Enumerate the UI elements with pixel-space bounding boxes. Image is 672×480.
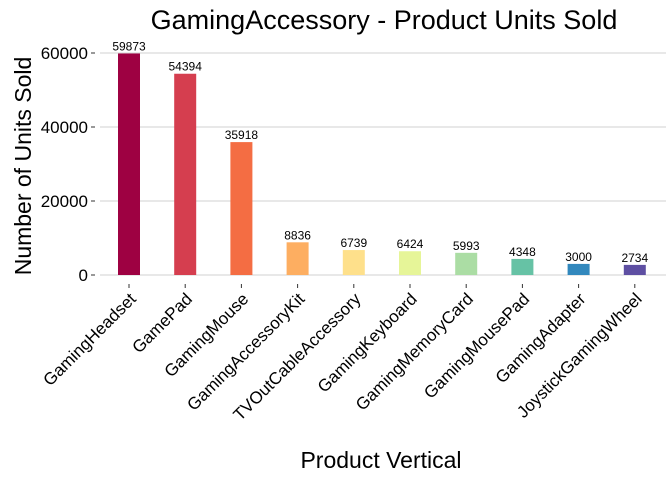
y-tick-label: 0	[79, 266, 88, 285]
data-label: 3000	[565, 250, 592, 264]
bar	[511, 258, 534, 275]
y-axis: 0 20000 40000 60000	[41, 44, 95, 285]
bar	[174, 73, 197, 275]
bar	[455, 252, 478, 275]
data-labels: 59873 54394 35918 8836 6739 6424 5993 4348 3000 2…	[112, 39, 648, 264]
chart-title: GamingAccessory - Product Units Sold	[151, 5, 618, 35]
x-axis-title: Product Vertical	[300, 447, 461, 473]
data-label: 59873	[112, 39, 146, 53]
data-label: 2734	[621, 251, 648, 265]
data-label: 35918	[225, 128, 259, 142]
bar	[399, 251, 421, 275]
data-label: 5993	[453, 239, 480, 253]
x-tick-label: GamingHeadset	[40, 289, 140, 389]
y-tick-label: 20000	[41, 192, 88, 211]
y-tick-label: 40000	[41, 118, 88, 137]
x-tick-label: GamingKeyboard	[314, 289, 421, 396]
y-tick-label: 60000	[41, 44, 88, 63]
data-label: 4348	[509, 245, 536, 259]
data-label: 8836	[284, 228, 311, 242]
x-tick-label: GamingMousePad	[420, 289, 533, 402]
data-label: 6739	[340, 236, 367, 250]
data-label: 6424	[397, 237, 424, 251]
bars	[118, 53, 646, 276]
bar	[567, 263, 590, 275]
bar	[118, 53, 140, 276]
bar	[342, 250, 365, 275]
bar	[623, 264, 646, 275]
x-axis: GamingHeadsetGamePadGamingMouseGamingAcc…	[40, 284, 646, 424]
data-label: 54394	[169, 60, 203, 74]
bar	[230, 142, 253, 275]
y-axis-title: Number of Units Sold	[10, 57, 36, 276]
bar	[286, 242, 309, 275]
